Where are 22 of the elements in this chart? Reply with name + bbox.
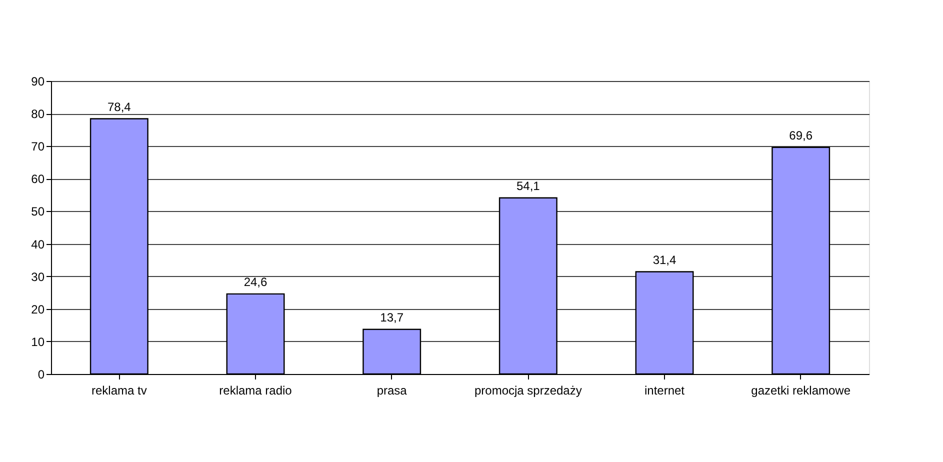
data-label: 24,6 bbox=[244, 274, 268, 289]
x-tick-label: gazetki reklamowe bbox=[751, 384, 851, 398]
x-tick-label: prasa bbox=[376, 384, 408, 398]
y-tick-label: 10 bbox=[31, 334, 45, 349]
y-tick-label: 20 bbox=[31, 302, 45, 316]
y-tick-label: 40 bbox=[31, 237, 45, 252]
x-tick-label: reklama tv bbox=[91, 384, 147, 398]
x-tick-label: internet bbox=[644, 384, 686, 398]
data-label: 78,4 bbox=[107, 100, 132, 114]
y-tick-label: 80 bbox=[31, 107, 45, 122]
y-tick-label: 90 bbox=[31, 74, 45, 88]
x-tick-label: promocja sprzedaży bbox=[474, 384, 582, 398]
data-label: 31,4 bbox=[652, 252, 676, 267]
data-label: 54,1 bbox=[516, 178, 540, 193]
y-tick-label: 30 bbox=[31, 270, 45, 284]
y-tick-label: 60 bbox=[31, 172, 45, 186]
y-tick-label: 0 bbox=[38, 368, 45, 382]
data-label: 69,6 bbox=[789, 128, 813, 142]
data-label: 13,7 bbox=[380, 310, 404, 324]
y-tick-label: 50 bbox=[31, 204, 45, 219]
y-tick-label: 70 bbox=[31, 140, 45, 154]
x-tick-label: reklama radio bbox=[219, 384, 292, 398]
